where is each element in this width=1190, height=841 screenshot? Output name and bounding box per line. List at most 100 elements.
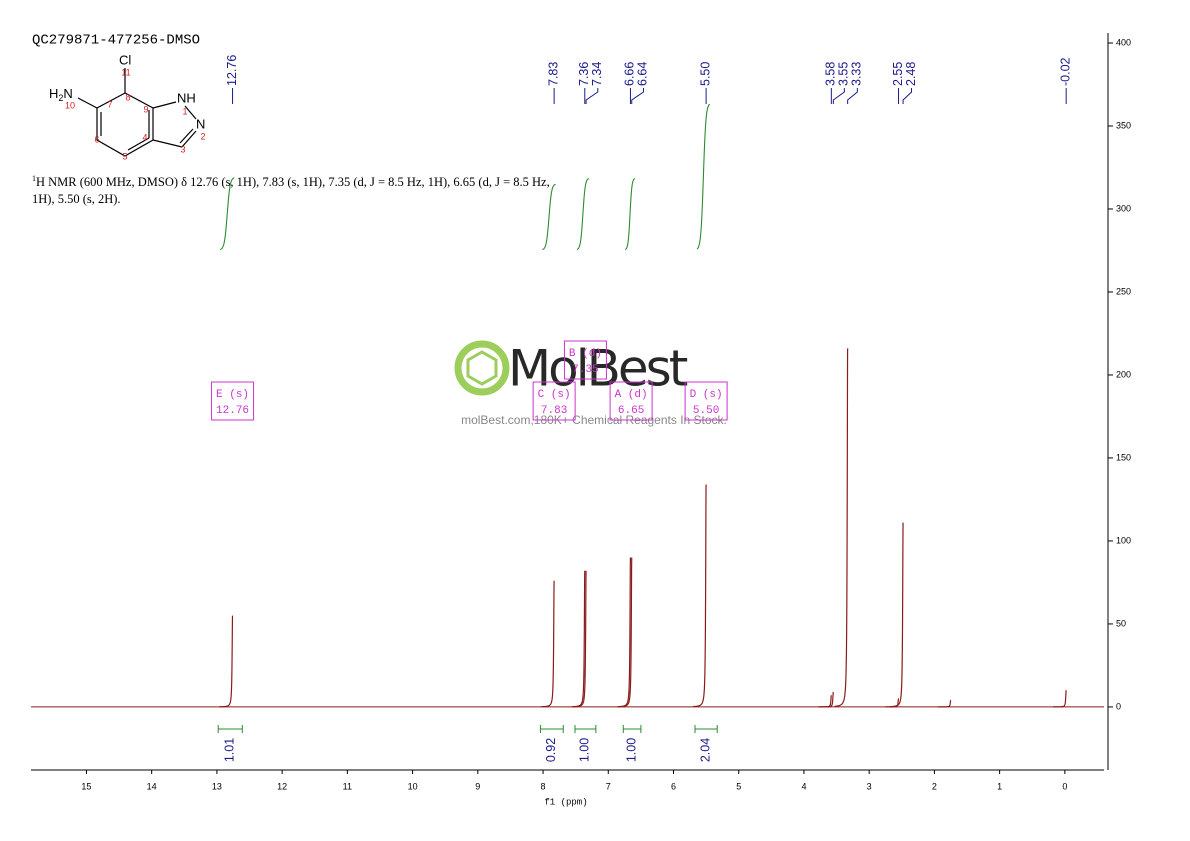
atom-label: N — [63, 86, 72, 101]
integral-curve — [220, 177, 235, 251]
y-tick-label: 150 — [1116, 452, 1131, 462]
atom-label: 2 — [58, 93, 63, 103]
y-tick-label: 350 — [1116, 120, 1131, 130]
peak — [834, 348, 849, 707]
x-tick-label: 9 — [475, 781, 480, 791]
y-tick-label: 300 — [1116, 203, 1131, 213]
bond — [184, 105, 197, 120]
peak-label: 12.76 — [225, 55, 239, 86]
integral-label: 1.01 — [223, 738, 237, 762]
x-tick-label: 1 — [997, 781, 1002, 791]
peak — [818, 694, 832, 708]
bond — [152, 101, 177, 109]
multiplet-shift: 7.83 — [541, 405, 567, 417]
peak-label: 2.55 — [891, 62, 905, 86]
atom-label: NH — [177, 90, 196, 105]
integral-bracket — [622, 725, 642, 733]
bond — [181, 130, 197, 148]
peak — [541, 580, 555, 708]
x-tick-label: 5 — [736, 781, 741, 791]
y-tick-label: 100 — [1116, 535, 1131, 545]
multiplet-shift: 6.65 — [618, 405, 644, 417]
integral-curve — [576, 177, 590, 251]
x-tick-label: 2 — [932, 781, 937, 791]
molecule — [77, 68, 197, 157]
peak-label: 2.48 — [904, 62, 918, 86]
bond — [152, 139, 183, 148]
multiplet-box — [211, 381, 255, 421]
integral-label: 0.92 — [544, 738, 558, 762]
watermark-tagline: molBest.com,180K+ Chemical Reagents In S… — [461, 413, 727, 427]
x-tick-label: 3 — [867, 781, 872, 791]
atom-number: 3 — [180, 144, 185, 154]
description: 1H NMR (600 MHz, DMSO) δ 12.76 (s, 1H), … — [32, 174, 550, 189]
benzene-ring — [96, 92, 154, 157]
peak-label: 3.58 — [824, 62, 838, 86]
multiplet-box — [532, 381, 576, 421]
multiplet-shift: 7.35 — [572, 364, 598, 376]
x-axis-label: f1 (ppm) — [544, 797, 587, 807]
multiplet-box — [684, 381, 728, 421]
multiplet-shift: 12.76 — [216, 405, 249, 417]
x-tick-label: 15 — [81, 781, 91, 791]
multiplet-shift: 5.50 — [693, 405, 719, 417]
integral-bracket — [217, 725, 243, 733]
atom-number: 4 — [142, 132, 147, 142]
x-tick-label: 4 — [801, 781, 806, 791]
x-tick-label: 10 — [408, 781, 418, 791]
watermark — [454, 340, 510, 396]
peak — [820, 691, 834, 708]
multiplet-name: D (s) — [690, 389, 723, 401]
atom-number: 6 — [94, 134, 99, 144]
integral-label: 1.00 — [578, 738, 592, 762]
x-tick-label: 11 — [343, 781, 352, 791]
peak — [573, 570, 587, 708]
peak-label: 6.66 — [623, 62, 637, 86]
multiplet-box — [609, 381, 653, 421]
peak — [693, 484, 707, 708]
watermark-logo — [466, 350, 498, 386]
x-tick-label: 12 — [277, 781, 287, 791]
atom-number: 10 — [65, 100, 75, 110]
peak-label: 3.33 — [850, 62, 864, 86]
atom-label: Cl — [119, 52, 131, 67]
integral-curve — [542, 183, 556, 251]
atom-number: 1 — [182, 106, 187, 116]
atom-number: 11 — [121, 67, 130, 77]
integral-bracket — [574, 725, 597, 733]
x-tick-label: 13 — [212, 781, 222, 791]
atom-number: 8 — [125, 92, 130, 102]
integral-label: 1.00 — [624, 738, 638, 762]
multiplet-name: A (d) — [615, 389, 648, 401]
peak-label-leader — [631, 88, 644, 104]
atom-number: 2 — [200, 131, 205, 141]
multiplet-name: C (s) — [538, 389, 571, 401]
peak — [571, 570, 586, 708]
chart-title: QC279871-477256-DMSO — [32, 33, 200, 49]
watermark-logo — [454, 340, 510, 396]
x-tick-label: 0 — [1062, 781, 1067, 791]
watermark-brand: MolBest — [508, 340, 688, 398]
peak-label: 7.36 — [577, 62, 591, 86]
peak-label: 7.83 — [546, 62, 560, 86]
multiplet-box — [563, 340, 607, 380]
atom-number: 5 — [122, 151, 127, 161]
y-tick-label: 0 — [1116, 701, 1121, 711]
peak — [890, 522, 904, 708]
peak-label: 5.50 — [698, 62, 712, 86]
peak-label: 6.64 — [636, 62, 650, 86]
peak-label-leader — [847, 88, 858, 104]
atom-label: H — [49, 86, 58, 101]
y-tick-label: 50 — [1116, 618, 1126, 628]
integral-label: 2.04 — [698, 738, 712, 762]
integral-curve — [624, 178, 636, 250]
description-sup: 1 — [32, 174, 36, 183]
x-tick-label: 7 — [606, 781, 611, 791]
description-line: H NMR (600 MHz, DMSO) δ 12.76 (s, 1H), 7… — [36, 175, 550, 189]
x-tick-label: 8 — [541, 781, 546, 791]
atom-label: H2N — [49, 86, 73, 103]
atom-number: 9 — [143, 104, 148, 114]
peak — [618, 557, 633, 708]
atom-number: 7 — [107, 99, 112, 109]
